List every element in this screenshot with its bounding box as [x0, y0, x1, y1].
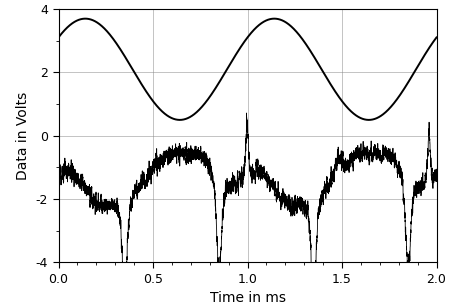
Y-axis label: Data in Volts: Data in Volts — [16, 92, 30, 180]
X-axis label: Time in ms: Time in ms — [210, 291, 285, 305]
